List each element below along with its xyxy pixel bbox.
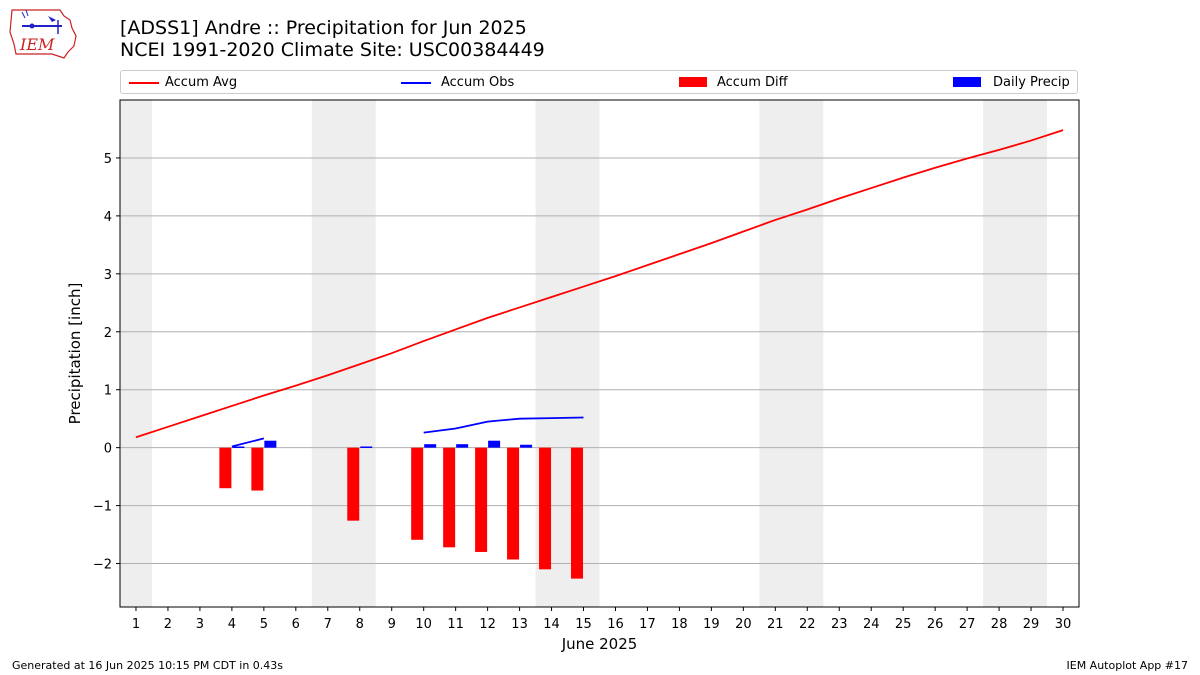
ytick-label-3: 3 [104, 268, 112, 283]
legend-item-accum-obs: Accum Obs [401, 74, 601, 92]
ytick-label--1: −1 [93, 500, 112, 515]
daily-precip-bar-day-10 [424, 444, 437, 448]
xtick-label-4: 4 [228, 617, 236, 632]
xtick-label-29: 29 [1023, 617, 1040, 632]
legend-swatch-accum-avg [129, 82, 159, 84]
xtick-label-7: 7 [324, 617, 332, 632]
footer-generated: Generated at 16 Jun 2025 10:15 PM CDT in… [12, 659, 284, 672]
accum-diff-bar-day-4 [219, 447, 232, 489]
xtick-label-27: 27 [959, 617, 976, 632]
daily-precip-bar-day-4 [232, 446, 245, 448]
y-axis-label: Precipitation [inch] [66, 283, 84, 425]
xtick-label-19: 19 [703, 617, 720, 632]
daily-precip-bar-day-11 [456, 444, 469, 448]
xtick-label-30: 30 [1055, 617, 1072, 632]
xtick-label-17: 17 [639, 617, 656, 632]
daily-precip-bar-day-13 [520, 444, 533, 448]
legend-label-accum-avg: Accum Avg [165, 75, 238, 90]
weekend-shade-3 [759, 100, 824, 607]
ytick-label-0: 0 [104, 442, 112, 457]
legend-swatch-daily-precip [953, 77, 981, 87]
accum-diff-bar-day-5 [251, 447, 264, 491]
ytick-label-1: 1 [104, 384, 112, 399]
legend-item-daily-precip: Daily Precip [953, 74, 1077, 92]
xtick-label-16: 16 [607, 617, 624, 632]
xtick-label-11: 11 [447, 617, 464, 632]
accum-diff-bar-day-12 [475, 447, 488, 552]
legend-swatch-accum-diff [679, 77, 707, 87]
ytick-label-5: 5 [104, 152, 112, 167]
daily-precip-bar-day-12 [488, 440, 501, 448]
xtick-label-28: 28 [991, 617, 1008, 632]
xtick-label-23: 23 [831, 617, 848, 632]
logo-text: IEM [19, 35, 55, 54]
xtick-label-9: 9 [388, 617, 396, 632]
legend-label-daily-precip: Daily Precip [993, 75, 1070, 90]
plot-frame [119, 99, 1080, 608]
legend-item-accum-diff: Accum Diff [677, 74, 877, 92]
xtick-label-14: 14 [543, 617, 560, 632]
footer-app-id: IEM Autoplot App #17 [1066, 659, 1189, 672]
ytick-label-2: 2 [104, 326, 112, 341]
legend-swatch-accum-obs [401, 82, 431, 84]
chart-subtitle: NCEI 1991-2020 Climate Site: USC00384449 [120, 39, 545, 61]
xtick-label-10: 10 [415, 617, 432, 632]
xtick-label-20: 20 [735, 617, 752, 632]
accum-diff-bar-day-10 [411, 447, 424, 540]
accum-diff-bar-day-15 [571, 447, 584, 579]
xtick-label-12: 12 [479, 617, 496, 632]
xtick-label-6: 6 [292, 617, 300, 632]
accum-diff-bar-day-14 [539, 447, 552, 570]
x-axis-label: June 2025 [561, 635, 638, 653]
accum-diff-bar-day-11 [443, 447, 456, 548]
xtick-label-25: 25 [895, 617, 912, 632]
xtick-label-18: 18 [671, 617, 688, 632]
weekend-shade-1 [311, 100, 376, 607]
accum-diff-bar-day-13 [507, 447, 520, 560]
xtick-label-15: 15 [575, 617, 592, 632]
xtick-label-21: 21 [767, 617, 784, 632]
xtick-label-1: 1 [132, 617, 140, 632]
xtick-label-3: 3 [196, 617, 204, 632]
daily-precip-bar-day-8 [360, 446, 373, 448]
xtick-label-2: 2 [164, 617, 172, 632]
accum-obs-line-segment-0 [231, 437, 265, 448]
weekend-shade-4 [983, 100, 1048, 607]
accum-avg-line [135, 129, 1064, 439]
legend: Accum Avg Accum Obs Accum Diff Daily Pre… [120, 70, 1078, 94]
iem-logo: IEM [9, 9, 77, 59]
ytick-label--2: −2 [93, 558, 112, 573]
weekend-shade-0 [120, 100, 152, 607]
accum-diff-bar-day-8 [347, 447, 360, 521]
xtick-label-24: 24 [863, 617, 880, 632]
xtick-label-13: 13 [511, 617, 528, 632]
accum-obs-line-segment-1 [423, 416, 584, 434]
legend-item-accum-avg: Accum Avg [125, 74, 325, 92]
ytick-label-4: 4 [104, 210, 112, 225]
xtick-label-5: 5 [260, 617, 268, 632]
xtick-label-22: 22 [799, 617, 816, 632]
legend-label-accum-obs: Accum Obs [441, 75, 515, 90]
legend-label-accum-diff: Accum Diff [717, 75, 788, 90]
daily-precip-bar-day-5 [264, 440, 277, 448]
chart-title: [ADSS1] Andre :: Precipitation for Jun 2… [120, 17, 527, 39]
xtick-label-26: 26 [927, 617, 944, 632]
xtick-label-8: 8 [356, 617, 364, 632]
